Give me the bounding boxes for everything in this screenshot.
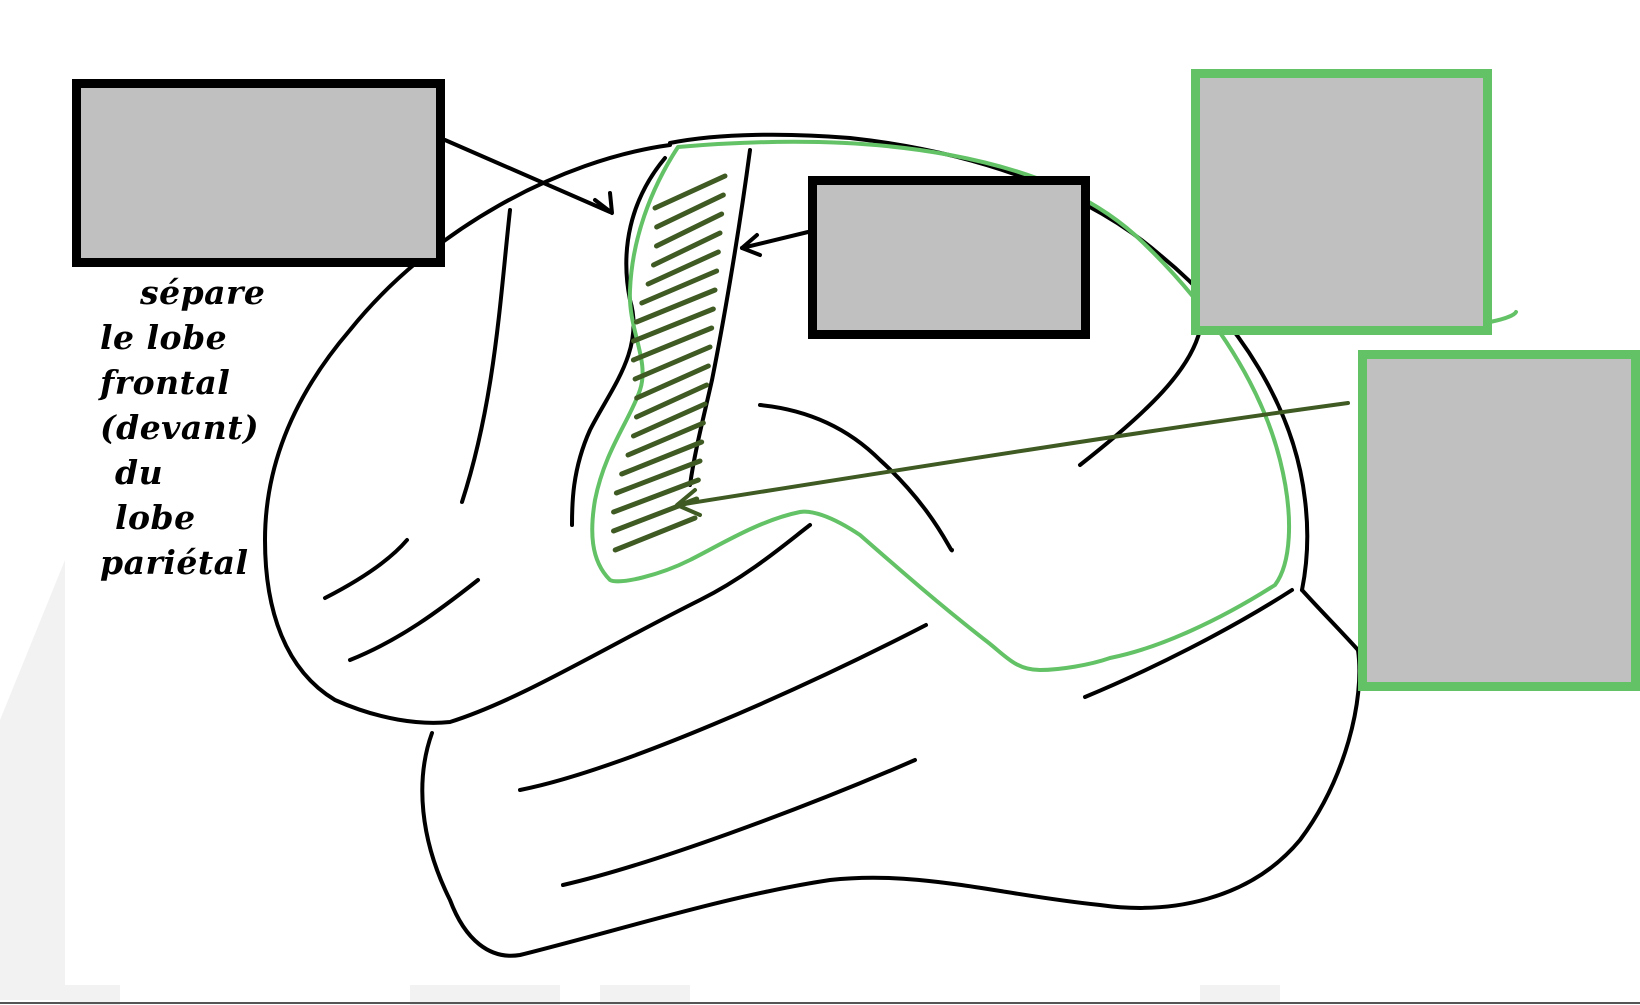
- hatch-stroke: [633, 287, 718, 325]
- label-box-top-left[interactable]: [72, 79, 445, 267]
- cerebrum-outline: [263, 132, 1362, 958]
- label-box-center[interactable]: [808, 176, 1090, 339]
- hatch-stroke: [634, 363, 711, 401]
- annotation-line: le lobe: [100, 318, 228, 357]
- hatch-stroke: [639, 268, 720, 306]
- annotation-line: du: [115, 453, 164, 492]
- hatch-stroke: [625, 420, 706, 458]
- hatch-stroke: [651, 230, 723, 268]
- hatch-stroke: [654, 192, 726, 230]
- annotation-line: frontal: [100, 363, 231, 402]
- hatch-stroke: [619, 439, 705, 477]
- arrow-box4-to-hatched-gyrus: [675, 401, 1350, 517]
- arrow-box2-to-gyrus: [740, 230, 810, 257]
- green-stroke-tail: [1488, 310, 1518, 324]
- annotation-line: sépare: [140, 273, 266, 312]
- hatch-stroke: [613, 458, 703, 496]
- hatch-stroke: [630, 325, 715, 363]
- hatch-stroke: [630, 401, 708, 439]
- label-box-right[interactable]: [1358, 350, 1640, 691]
- hatch-stroke: [611, 477, 701, 515]
- annotation-line: (devant): [100, 408, 260, 447]
- annotation-line: pariétal: [100, 543, 249, 582]
- background-watermark: [0, 560, 1280, 1005]
- hatch-stroke: [633, 382, 710, 420]
- label-box-top-right[interactable]: [1191, 69, 1492, 335]
- hatched-gyrus: [611, 173, 728, 553]
- parietal-lobe-highlight: [590, 139, 1292, 672]
- hatch-stroke: [653, 211, 725, 249]
- arrow-box1-to-sulcus: [443, 138, 614, 215]
- hatch-stroke: [645, 249, 721, 287]
- hatch-stroke: [612, 515, 698, 553]
- hatch-stroke: [632, 344, 713, 382]
- hatch-stroke: [652, 173, 728, 211]
- annotation-line: lobe: [115, 498, 196, 537]
- hatch-stroke: [631, 306, 716, 344]
- handwritten-annotation: sépare le lobe frontal (devant) du lobe …: [100, 270, 290, 585]
